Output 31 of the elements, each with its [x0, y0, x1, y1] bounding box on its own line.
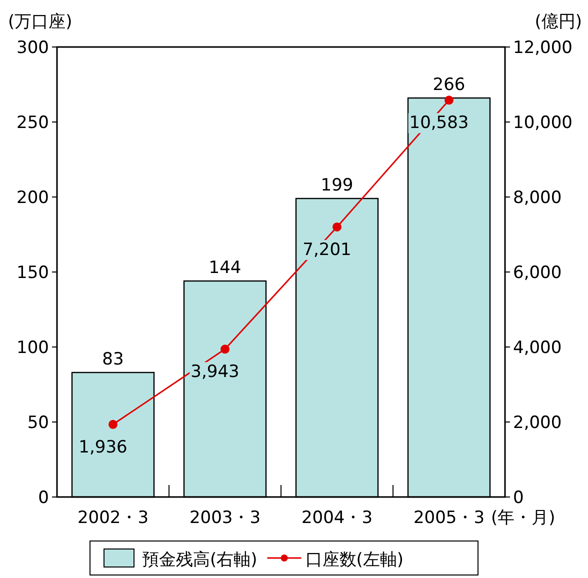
category: 2002・3 [77, 508, 149, 528]
category: 2005・3 [413, 508, 485, 528]
data-label: 199 [320, 176, 354, 196]
ylabel: (万口座) [8, 12, 72, 32]
legend-label: 預金残高(右軸) [142, 550, 258, 570]
tick: 8,000 [513, 188, 562, 208]
data-label: 1,936 [78, 437, 128, 458]
category: 2004・3 [301, 508, 373, 528]
tick: 300 [16, 38, 49, 58]
tick: 4,000 [513, 338, 562, 358]
data-label: 83 [102, 350, 124, 370]
tick: 250 [16, 113, 49, 133]
tick: 100 [16, 338, 49, 358]
tick: 0 [513, 488, 524, 508]
tick: 2,000 [513, 413, 562, 433]
tick: 50 [27, 413, 49, 433]
tick: 0 [38, 488, 49, 508]
data-label: 266 [432, 75, 466, 95]
tick: 150 [16, 263, 49, 283]
data-label: 144 [208, 258, 242, 278]
data-label: 7,201 [302, 240, 352, 260]
data-label: 3,943 [190, 362, 240, 382]
category: 2003・3 [189, 508, 261, 528]
y2label: (億円) [534, 12, 582, 32]
tick: 200 [16, 188, 49, 208]
xlabel: (年・月) [491, 508, 556, 528]
data-label: 10,583 [409, 113, 469, 134]
tick: 12,000 [513, 38, 572, 58]
tick: 10,000 [513, 113, 572, 133]
legend-label: 口座数(左軸) [305, 550, 404, 570]
tick: 6,000 [513, 263, 562, 283]
